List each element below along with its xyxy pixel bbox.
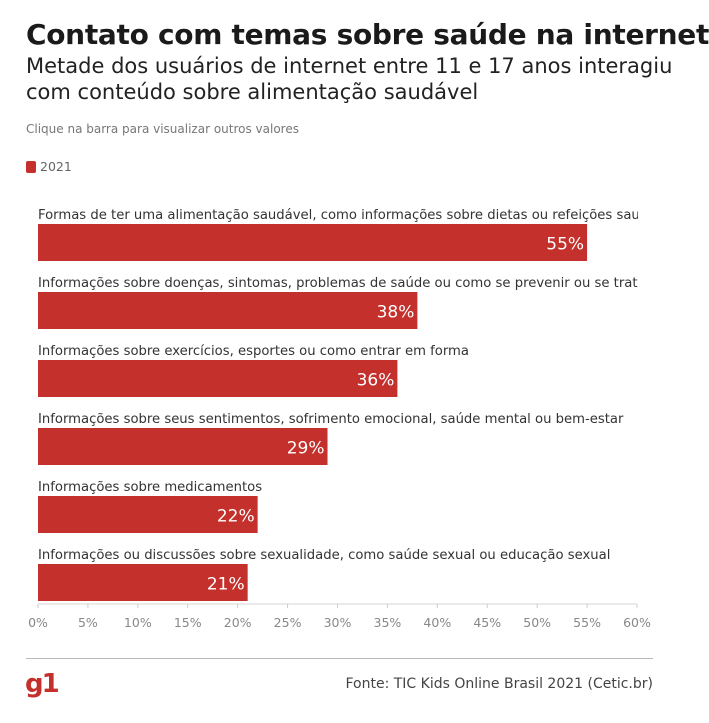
source-note: Fonte: TIC Kids Online Brasil 2021 (Ceti… (345, 676, 653, 692)
bar[interactable] (38, 496, 258, 533)
bar-value-label: 22% (217, 507, 255, 527)
footer-divider (26, 658, 653, 659)
x-tick-label: 10% (124, 615, 152, 630)
x-tick-label: 20% (224, 615, 252, 630)
x-tick-label: 5% (78, 615, 98, 630)
bar-value-label: 38% (377, 303, 415, 323)
legend[interactable]: 2021 (26, 159, 72, 174)
x-tick-label: 30% (324, 615, 352, 630)
x-tick-label: 55% (573, 615, 601, 630)
x-tick-label: 45% (473, 615, 501, 630)
category-label: Informações ou discussões sobre sexualid… (38, 547, 610, 563)
bar[interactable] (38, 428, 328, 465)
chart-subtitle: Metade dos usuários de internet entre 11… (26, 54, 673, 104)
category-label: Formas de ter uma alimentação saudável, … (38, 207, 640, 223)
category-label: Informações sobre doenças, sintomas, pro… (38, 275, 638, 291)
bar-value-label: 21% (207, 575, 245, 595)
chart-title: Contato com temas sobre saúde na interne… (26, 18, 709, 51)
legend-label-2021: 2021 (40, 159, 72, 174)
category-label: Informações sobre medicamentos (38, 480, 262, 495)
bar-value-label: 55% (546, 235, 584, 255)
bar-value-label: 36% (357, 371, 395, 391)
x-tick-label: 35% (374, 615, 402, 630)
x-tick-label: 0% (28, 615, 48, 630)
bar[interactable] (38, 564, 248, 601)
x-tick-label: 40% (423, 615, 451, 630)
bar-value-label: 29% (287, 439, 325, 459)
x-tick-label: 60% (623, 615, 651, 630)
bar[interactable] (38, 360, 398, 397)
category-label: Informações sobre exercícios, esportes o… (38, 343, 469, 359)
interaction-hint: Clique na barra para visualizar outros v… (26, 122, 299, 136)
x-tick-label: 15% (174, 615, 202, 630)
x-tick-label: 25% (274, 615, 302, 630)
x-tick-label: 50% (523, 615, 551, 630)
bar[interactable] (38, 224, 588, 261)
legend-swatch (26, 160, 36, 173)
category-label: Informações sobre seus sentimentos, sofr… (38, 411, 624, 427)
g1-logo: g1 (25, 669, 60, 699)
bar[interactable] (38, 292, 418, 329)
